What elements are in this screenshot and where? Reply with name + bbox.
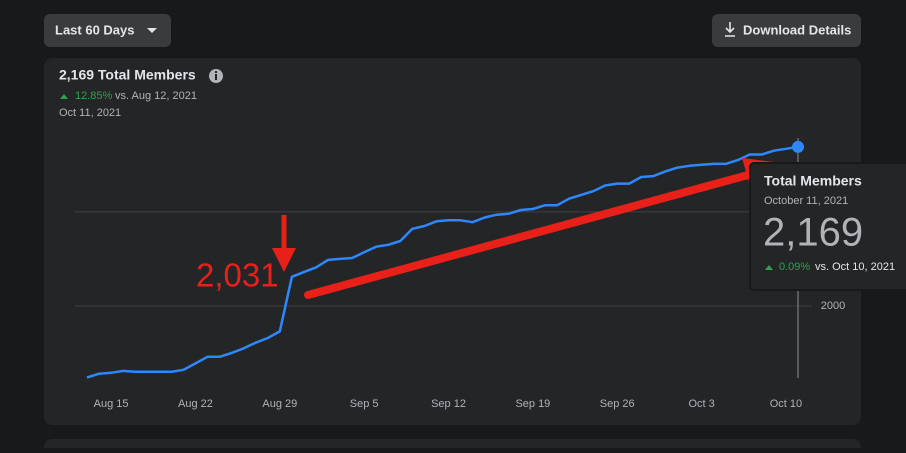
x-tick-label: Sep 26: [600, 398, 635, 410]
summary-comparison: vs. Aug 12, 2021: [115, 90, 197, 102]
x-tick-label: Oct 10: [770, 398, 802, 410]
tooltip-date: October 11, 2021: [764, 195, 848, 207]
line: [86, 145, 799, 379]
annotation: 2,031: [196, 257, 279, 294]
x-tick-label: Aug 29: [262, 398, 297, 410]
tooltip-value: 2,169: [763, 211, 863, 255]
caret-icon: [147, 28, 157, 33]
x-tick-label: Aug 22: [178, 398, 213, 410]
trend-arrow: [304, 171, 752, 299]
summary-title: 2,169 Total Members: [59, 67, 196, 83]
x-tick-label: Sep 5: [350, 398, 379, 410]
annotation-arrowhead: [272, 248, 296, 272]
range-label: Last 60 Days: [55, 22, 135, 37]
summary-date: Oct 11, 2021: [59, 107, 121, 119]
download-icon: [725, 22, 735, 37]
next-card: [44, 439, 861, 453]
summary-change: 12.85%: [75, 90, 113, 102]
download-button[interactable]: [712, 14, 861, 47]
tooltip-box: [749, 162, 906, 291]
info-icon-stem: [215, 74, 217, 80]
tooltip-title: Total Members: [764, 173, 862, 189]
tooltip-comparison: vs. Oct 10, 2021: [815, 261, 895, 273]
card: [44, 58, 861, 425]
download-label: Download Details: [743, 22, 851, 37]
range-dropdown[interactable]: [44, 14, 171, 47]
up-icon: [765, 265, 773, 270]
tooltip-change: 0.09%: [779, 261, 810, 273]
up-icon: [60, 94, 68, 99]
info-icon-dot: [215, 71, 217, 73]
hover-point: [792, 140, 804, 153]
y-tick-label: 2000: [821, 300, 845, 312]
x-tick-label: Oct 3: [688, 398, 714, 410]
x-tick-label: Aug 15: [94, 398, 129, 410]
x-tick-label: Sep 12: [431, 398, 466, 410]
x-tick-label: Sep 19: [515, 398, 550, 410]
tooltip: Total Members October 11, 2021 2,169 0.0…: [749, 162, 906, 291]
